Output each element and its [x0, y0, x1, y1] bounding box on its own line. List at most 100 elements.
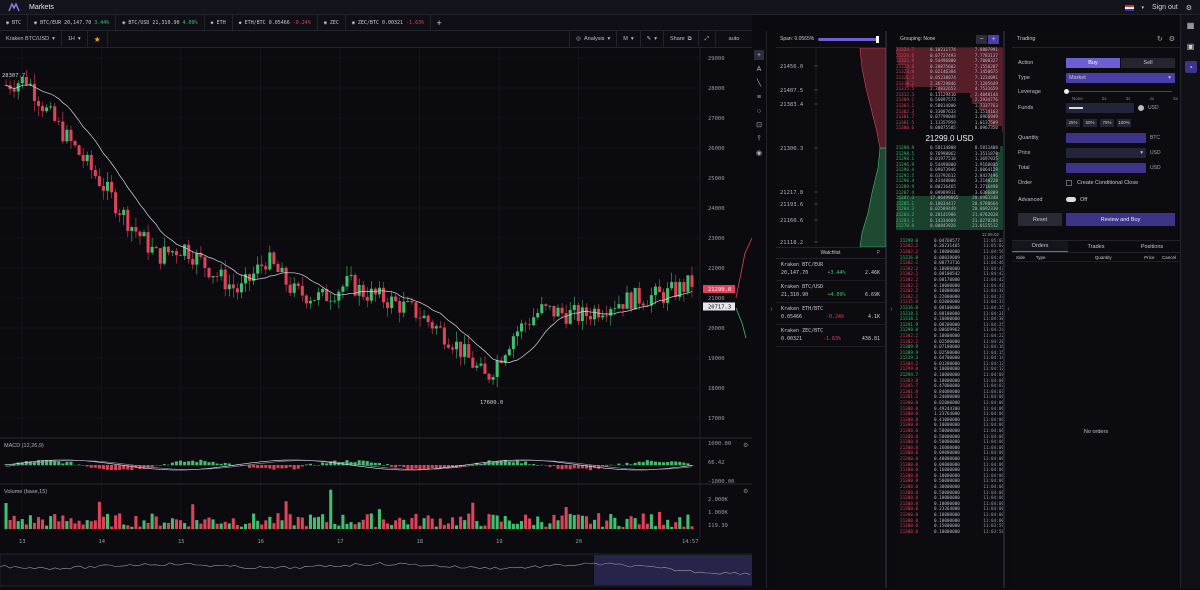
auto-scale-button[interactable]: auto — [716, 31, 752, 48]
grouping-plus-button[interactable]: + — [988, 35, 999, 44]
fib-tool-icon[interactable]: ⫯ — [754, 134, 764, 144]
app-logo-icon[interactable] — [7, 0, 21, 14]
share-button[interactable]: Share⧉ — [664, 31, 698, 48]
macd-histogram-bar — [670, 461, 673, 465]
currency-icon: ◉ — [34, 20, 37, 26]
leverage-slider[interactable] — [1066, 91, 1172, 92]
tab-positions[interactable]: Positions — [1124, 241, 1180, 252]
pct-75-button[interactable]: 75% — [1100, 119, 1114, 127]
sign-out-link[interactable]: Sign out — [1152, 4, 1178, 11]
reset-button[interactable]: Reset — [1018, 213, 1062, 226]
ticker-tab[interactable]: ◆ETH — [205, 15, 233, 31]
dropdown-arrow-icon[interactable]: ▾ — [1142, 5, 1145, 11]
macd-axis-label: 66.42 — [708, 460, 725, 466]
volume-bar — [589, 524, 592, 529]
depth-level-label: 21383.4 — [780, 102, 804, 108]
draw-pen-button[interactable]: ✎▾ — [641, 31, 663, 48]
currency-icon: ◆ — [211, 20, 214, 26]
refresh-icon[interactable]: ↻ — [1157, 35, 1163, 43]
ticker-tab[interactable]: ◉ZEC — [318, 15, 346, 31]
collapse-right-panel[interactable]: ‹ — [1004, 31, 1012, 588]
visibility-eye-icon[interactable]: ◉ — [754, 148, 764, 158]
markets-icon[interactable]: ◔ — [1185, 61, 1197, 73]
volume-bar — [329, 490, 332, 529]
candle-body — [366, 297, 369, 301]
macd-histogram-bar — [325, 463, 328, 465]
favorite-star-icon[interactable]: ★ — [88, 31, 107, 48]
time-axis-label: 13 — [19, 539, 26, 545]
collapse-left-panel[interactable]: ‹ — [766, 31, 776, 588]
add-ticker-button[interactable]: + — [431, 18, 447, 28]
tab-orders[interactable]: Orders — [1012, 241, 1068, 252]
volume-bar — [650, 514, 653, 529]
candle-body — [435, 326, 438, 328]
line-tool-icon[interactable]: ╲ — [754, 78, 764, 88]
volume-bar — [447, 523, 450, 529]
candles-group — [5, 70, 694, 387]
interval-selector[interactable]: 1H▾ — [62, 31, 87, 48]
pct-100-button[interactable]: 100% — [1117, 119, 1131, 127]
pin-icon[interactable]: P — [877, 250, 880, 256]
advanced-toggle[interactable] — [1066, 197, 1076, 202]
circle-tool-icon[interactable]: ○ — [754, 106, 764, 116]
slider-handle[interactable] — [1064, 89, 1069, 94]
sell-toggle[interactable]: Sell — [1121, 58, 1175, 68]
grouping-minus-button[interactable]: − — [976, 35, 987, 44]
collapse-middle-panel[interactable]: ‹ — [886, 31, 896, 588]
price-select[interactable]: ▾ — [1066, 148, 1146, 158]
flag-icon[interactable] — [1125, 5, 1134, 11]
analysis-button[interactable]: ◎Analysis▾ — [570, 31, 616, 48]
chart-canvas[interactable]: 2900028000270002600025000240002300022000… — [0, 48, 752, 588]
span-slider[interactable] — [818, 38, 878, 41]
macd-histogram-bar — [386, 464, 389, 465]
watchlist-item-name: Kraken ETH/BTC — [781, 306, 880, 312]
settings-icon[interactable]: ⚙ — [1169, 35, 1175, 43]
fullscreen-icon[interactable]: ⤢ — [699, 31, 715, 48]
time-axis-label: 14 — [99, 539, 106, 545]
candle-body — [630, 292, 633, 309]
indicators-button[interactable]: M▾ — [617, 31, 639, 48]
order-row: Order Create Conditional Close — [1018, 177, 1176, 188]
volume-bar — [662, 525, 665, 529]
horizontal-lines-icon[interactable]: ≡ — [754, 92, 764, 102]
volume-bar — [187, 526, 190, 529]
depth-level-label: 21118.2 — [780, 240, 803, 246]
measure-tool-icon[interactable]: ⊡ — [754, 120, 764, 130]
candle-body — [512, 336, 515, 349]
total-cell: 0.0967350 — [968, 126, 1000, 132]
total-input[interactable] — [1066, 163, 1146, 173]
conditional-close-checkbox[interactable] — [1066, 180, 1072, 186]
order-type-select[interactable]: Market▾ — [1066, 73, 1175, 83]
ticker-tab[interactable]: ◉BTC — [0, 15, 28, 31]
time-axis-label: 16 — [258, 539, 265, 545]
volume-bar — [686, 515, 689, 529]
buy-toggle[interactable]: Buy — [1066, 58, 1120, 68]
volume-bar — [557, 520, 560, 529]
candle-body — [642, 304, 645, 306]
funds-value[interactable] — [1066, 103, 1134, 113]
pct-50-button[interactable]: 50% — [1083, 119, 1097, 127]
tab-trades[interactable]: Trades — [1068, 241, 1124, 252]
candle-body — [86, 155, 89, 161]
notifications-icon[interactable]: ▣ — [1185, 40, 1197, 52]
pct-25-button[interactable]: 25% — [1066, 119, 1080, 127]
crosshair-icon[interactable]: + — [754, 50, 764, 60]
quantity-input[interactable] — [1066, 133, 1146, 143]
calculator-icon[interactable]: ▦ — [1185, 19, 1197, 31]
text-tool-icon[interactable]: A — [754, 64, 764, 74]
review-and-buy-button[interactable]: Review and Buy — [1066, 213, 1175, 226]
settings-icon[interactable]: ⚙ — [1186, 4, 1192, 12]
pair-selector[interactable]: Kraken BTC/USD▾ — [0, 31, 61, 48]
